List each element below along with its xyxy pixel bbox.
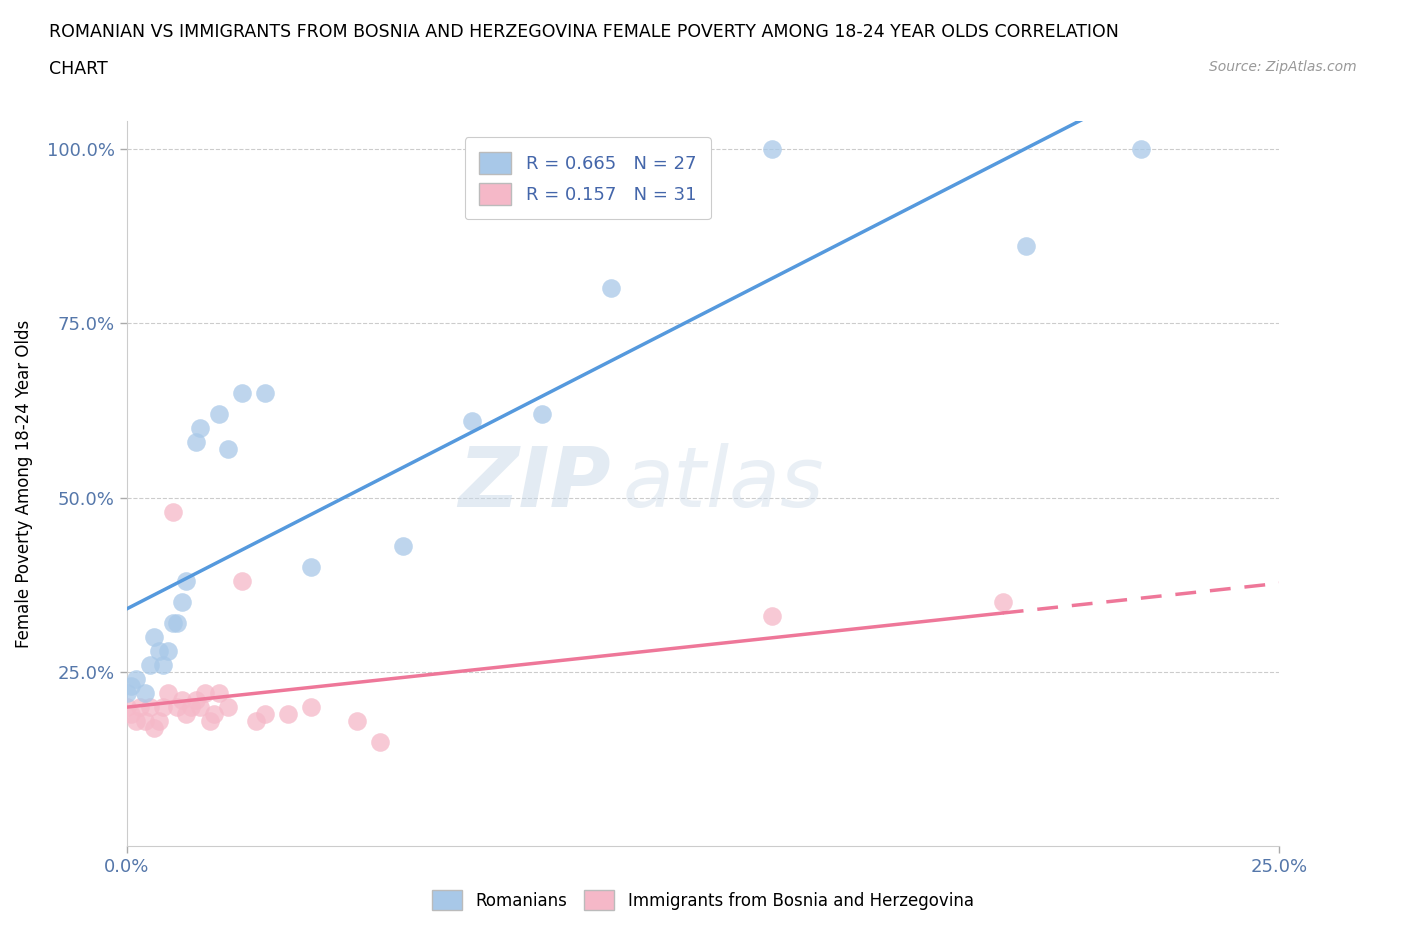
Point — [184, 692, 207, 708]
Text: CHART: CHART — [49, 60, 108, 78]
Point — [115, 699, 138, 714]
Point — [245, 713, 267, 728]
Point — [134, 713, 156, 728]
Point — [134, 685, 156, 700]
Point — [461, 413, 484, 428]
Text: ZIP: ZIP — [458, 443, 610, 525]
Text: ROMANIAN VS IMMIGRANTS FROM BOSNIA AND HERZEGOVINA FEMALE POVERTY AMONG 18-24 YE: ROMANIAN VS IMMIGRANTS FROM BOSNIA AND H… — [49, 23, 1119, 41]
Point — [143, 630, 166, 644]
Point — [217, 699, 239, 714]
Point — [198, 713, 221, 728]
Point — [1015, 239, 1038, 254]
Point — [1130, 141, 1153, 156]
Point — [176, 574, 198, 589]
Y-axis label: Female Poverty Among 18-24 Year Olds: Female Poverty Among 18-24 Year Olds — [15, 320, 32, 647]
Point — [180, 699, 202, 714]
Point — [152, 658, 174, 672]
Point — [368, 735, 391, 750]
Point — [143, 720, 166, 735]
Point — [162, 504, 184, 519]
Point — [166, 699, 188, 714]
Point — [188, 420, 211, 435]
Point — [120, 679, 142, 694]
Point — [231, 386, 253, 401]
Point — [157, 685, 180, 700]
Point — [530, 406, 553, 421]
Point — [148, 644, 170, 658]
Point — [599, 281, 621, 296]
Point — [125, 671, 148, 686]
Legend: Romanians, Immigrants from Bosnia and Herzegovina: Romanians, Immigrants from Bosnia and He… — [426, 884, 980, 917]
Point — [188, 699, 211, 714]
Point — [277, 707, 299, 722]
Point — [138, 658, 160, 672]
Point — [176, 707, 198, 722]
Point — [138, 699, 160, 714]
Point — [162, 616, 184, 631]
Legend: R = 0.665   N = 27, R = 0.157   N = 31: R = 0.665 N = 27, R = 0.157 N = 31 — [464, 138, 711, 219]
Point — [299, 560, 322, 575]
Point — [392, 539, 415, 554]
Point — [120, 707, 142, 722]
Point — [346, 713, 368, 728]
Point — [299, 699, 322, 714]
Point — [202, 707, 225, 722]
Point — [231, 574, 253, 589]
Point — [208, 406, 231, 421]
Point — [253, 707, 276, 722]
Point — [208, 685, 231, 700]
Point — [194, 685, 217, 700]
Point — [761, 141, 783, 156]
Point — [157, 644, 180, 658]
Text: Source: ZipAtlas.com: Source: ZipAtlas.com — [1209, 60, 1357, 74]
Point — [129, 699, 152, 714]
Point — [761, 609, 783, 624]
Point — [148, 713, 170, 728]
Point — [115, 685, 138, 700]
Point — [991, 595, 1014, 610]
Point — [166, 616, 188, 631]
Point — [152, 699, 174, 714]
Text: atlas: atlas — [623, 443, 824, 525]
Point — [170, 692, 193, 708]
Point — [125, 713, 148, 728]
Point — [170, 595, 193, 610]
Point — [217, 442, 239, 457]
Point — [253, 386, 276, 401]
Point — [184, 434, 207, 449]
